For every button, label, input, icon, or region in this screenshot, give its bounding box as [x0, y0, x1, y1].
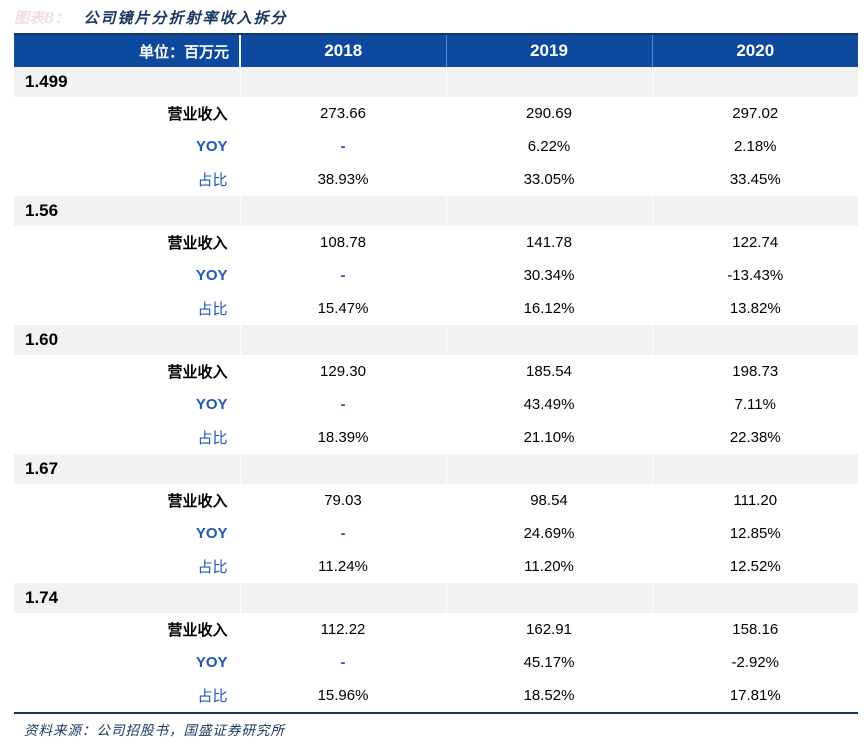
value-cell: 129.30	[239, 355, 446, 388]
value-cell: 11.20%	[445, 550, 652, 583]
value-cell: 112.22	[239, 613, 446, 646]
table-row: 占比 15.96% 18.52% 17.81%	[14, 679, 858, 712]
unit-header: 单位：百万元	[14, 35, 240, 67]
value-cell: 15.96%	[239, 679, 446, 712]
table-row: 占比 38.93% 33.05% 33.45%	[14, 163, 858, 196]
section-header-row: 1.74	[14, 583, 858, 613]
figure-header: 图表8： 公司镜片分折射率收入拆分	[0, 0, 866, 33]
value-cell: 297.02	[651, 97, 858, 130]
value-cell: 18.52%	[445, 679, 652, 712]
year-column-header-2018: 2018	[239, 35, 446, 67]
value-cell: -2.92%	[651, 646, 858, 679]
table-row: YOY - 43.49% 7.11%	[14, 388, 858, 421]
value-cell: 12.52%	[651, 550, 858, 583]
value-cell: 273.66	[239, 97, 446, 130]
row-label-yoy: YOY	[195, 525, 228, 542]
value-cell: -	[239, 517, 446, 550]
row-label-share: 占比	[197, 172, 228, 189]
row-label-revenue: 营业收入	[167, 493, 228, 510]
value-cell: -	[239, 388, 446, 421]
refractive-index-label: 1.499	[14, 67, 240, 97]
refractive-index-label: 1.67	[14, 454, 240, 484]
section-header-row: 1.499	[14, 67, 858, 97]
value-cell: 17.81%	[651, 679, 858, 712]
row-label-share: 占比	[197, 430, 228, 447]
table-row: 营业收入 79.03 98.54 111.20	[14, 484, 858, 517]
value-cell: 43.49%	[445, 388, 652, 421]
value-cell: 79.03	[239, 484, 446, 517]
section-header-row: 1.67	[14, 454, 858, 484]
refractive-index-label: 1.74	[14, 583, 240, 613]
value-cell: 7.11%	[651, 388, 858, 421]
table-row: YOY - 6.22% 2.18%	[14, 130, 858, 163]
table-row: 营业收入 112.22 162.91 158.16	[14, 613, 858, 646]
row-label-yoy: YOY	[195, 396, 228, 413]
row-label-share: 占比	[197, 688, 228, 705]
value-cell: -13.43%	[651, 259, 858, 292]
row-label-revenue: 营业收入	[167, 106, 228, 123]
value-cell: 21.10%	[445, 421, 652, 454]
value-cell: 38.93%	[239, 163, 446, 196]
row-label-share: 占比	[197, 559, 228, 576]
value-cell: 24.69%	[445, 517, 652, 550]
value-cell: 11.24%	[239, 550, 446, 583]
table-row: 占比 11.24% 11.20% 12.52%	[14, 550, 858, 583]
row-label-yoy: YOY	[195, 267, 228, 284]
table-row: 营业收入 273.66 290.69 297.02	[14, 97, 858, 130]
value-cell: 98.54	[445, 484, 652, 517]
value-cell: 185.54	[445, 355, 652, 388]
refractive-index-label: 1.60	[14, 325, 240, 355]
row-label-yoy: YOY	[195, 654, 228, 671]
table-header-row: 单位：百万元 2018 2019 2020	[14, 35, 858, 67]
value-cell: 12.85%	[651, 517, 858, 550]
figure-title: 公司镜片分折射率收入拆分	[83, 9, 288, 27]
year-column-header-2019: 2019	[445, 35, 652, 67]
value-cell: 18.39%	[239, 421, 446, 454]
value-cell: 162.91	[445, 613, 652, 646]
value-cell: 16.12%	[445, 292, 652, 325]
row-label-share: 占比	[197, 301, 228, 318]
table-row: YOY - 45.17% -2.92%	[14, 646, 858, 679]
value-cell: 33.05%	[445, 163, 652, 196]
value-cell: -	[239, 130, 446, 163]
value-cell: 122.74	[651, 226, 858, 259]
value-cell: 108.78	[239, 226, 446, 259]
refractive-index-label: 1.56	[14, 196, 240, 226]
table-row: YOY - 24.69% 12.85%	[14, 517, 858, 550]
row-label-revenue: 营业收入	[167, 235, 228, 252]
row-label-yoy: YOY	[195, 138, 228, 155]
value-cell: 22.38%	[651, 421, 858, 454]
value-cell: 15.47%	[239, 292, 446, 325]
table-row: 营业收入 108.78 141.78 122.74	[14, 226, 858, 259]
row-label-revenue: 营业收入	[167, 622, 228, 639]
value-cell: 30.34%	[445, 259, 652, 292]
figure-number-label: 图表8：	[14, 9, 70, 27]
value-cell: 13.82%	[651, 292, 858, 325]
section-header-row: 1.60	[14, 325, 858, 355]
value-cell: 158.16	[651, 613, 858, 646]
table-row: 占比 18.39% 21.10% 22.38%	[14, 421, 858, 454]
section-header-row: 1.56	[14, 196, 858, 226]
value-cell: 33.45%	[651, 163, 858, 196]
bottom-divider	[14, 712, 858, 714]
value-cell: 111.20	[651, 484, 858, 517]
value-cell: 2.18%	[651, 130, 858, 163]
value-cell: 45.17%	[445, 646, 652, 679]
table-row: 占比 15.47% 16.12% 13.82%	[14, 292, 858, 325]
value-cell: 290.69	[445, 97, 652, 130]
value-cell: 141.78	[445, 226, 652, 259]
top-divider	[14, 33, 858, 35]
year-column-header-2020: 2020	[651, 35, 858, 67]
revenue-breakdown-table: 单位：百万元 2018 2019 2020 1.499 营业收入 273.66 …	[14, 35, 858, 712]
row-label-revenue: 营业收入	[167, 364, 228, 381]
value-cell: -	[239, 646, 446, 679]
value-cell: 6.22%	[445, 130, 652, 163]
value-cell: 198.73	[651, 355, 858, 388]
value-cell: -	[239, 259, 446, 292]
table-row: 营业收入 129.30 185.54 198.73	[14, 355, 858, 388]
source-note: 资料来源：公司招股书，国盛证券研究所	[24, 723, 285, 739]
table-row: YOY - 30.34% -13.43%	[14, 259, 858, 292]
